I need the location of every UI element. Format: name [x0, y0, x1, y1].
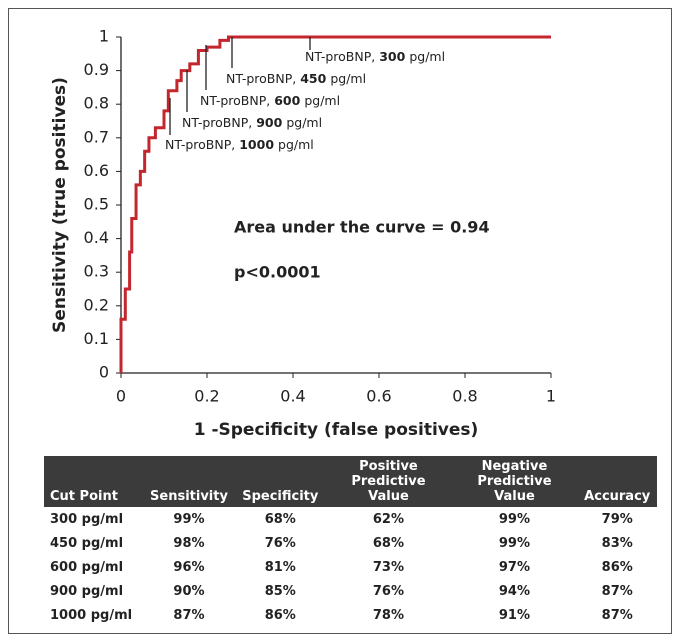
table-cell: 79%	[601, 511, 633, 527]
table-row: 600 pg/ml 96% 81% 73% 97% 86%	[44, 555, 657, 579]
y-tick-label: 0.9	[84, 60, 109, 79]
annotation: NT-proBNP, 1000 pg/ml	[165, 137, 314, 152]
x-tick-label: 0.6	[366, 387, 391, 406]
annotation-cutoff: 1000	[239, 137, 274, 152]
table-cell: 94%	[498, 583, 530, 599]
x-tick-label: 1	[546, 387, 556, 406]
x-tick-label: 0.8	[452, 387, 477, 406]
chart: 0 0.1 0.2 0.3 0.4 0.5 0.6 0.7 0.8 0.9 1 0 0.2 0.4 0.6 0…	[50, 27, 556, 441]
annotation-unit: pg/ml	[286, 115, 322, 130]
frame	[8, 8, 672, 634]
table-cell: 900 pg/ml	[50, 583, 124, 599]
annotation-unit: pg/ml	[330, 71, 366, 86]
roc-curve	[119, 35, 551, 373]
annotation-cutoff: 450	[300, 71, 326, 86]
table-cell: 76%	[264, 535, 296, 551]
y-tick-label: 0.8	[84, 94, 109, 113]
table-cell: 78%	[372, 607, 404, 623]
table-cell: 86%	[264, 607, 296, 623]
y-tick-label: 1	[99, 27, 109, 46]
data-table: Cut Point Sensitivity Specificity Positive …	[44, 456, 657, 627]
annotation-prefix: NT-proBNP,	[200, 93, 270, 108]
table-cell: 1000 pg/ml	[50, 607, 133, 623]
table-cell: 81%	[264, 559, 296, 575]
x-tick-label: 0	[116, 387, 126, 406]
table-cell: 87%	[601, 607, 633, 623]
table-cell: 68%	[264, 511, 296, 527]
table-cell: 76%	[372, 583, 404, 599]
annotation-unit: pg/ml	[304, 93, 340, 108]
table-cell: 99%	[498, 535, 530, 551]
y-tick-label: 0.5	[84, 195, 109, 214]
table-row: 1000 pg/ml 87% 86% 78% 91% 87%	[44, 603, 657, 627]
table-cell: 300 pg/ml	[50, 511, 124, 527]
table-row: 900 pg/ml 90% 85% 76% 94% 87%	[44, 579, 657, 603]
table-cell: 86%	[601, 559, 633, 575]
table-cell: 87%	[173, 607, 205, 623]
annotation-prefix: NT-proBNP,	[165, 137, 235, 152]
annotation-cutoff: 300	[379, 49, 405, 64]
y-tick-label: 0.1	[84, 329, 109, 348]
table-cell: 87%	[601, 583, 633, 599]
table-cell: 91%	[498, 607, 530, 623]
annotation-unit: pg/ml	[278, 137, 314, 152]
table-cell: 68%	[372, 535, 404, 551]
y-tick-label: 0.4	[84, 228, 109, 247]
table-cell: 98%	[173, 535, 205, 551]
annotation-cutoff: 900	[256, 115, 282, 130]
table-cell: 83%	[601, 535, 633, 551]
table-cell: 97%	[498, 559, 530, 575]
table-cell: 62%	[372, 511, 404, 527]
header-row: Cut Point Sensitivity Specificity Positive …	[44, 456, 657, 507]
annotation-unit: pg/ml	[409, 49, 445, 64]
table-cell: 90%	[173, 583, 205, 599]
x-tick-label: 0.2	[194, 387, 219, 406]
auc-note: Area under the curve = 0.94	[234, 218, 490, 237]
annotation: NT-proBNP, 600 pg/ml	[200, 93, 340, 108]
p-note: p<0.0001	[234, 263, 321, 282]
header-cell: Accuracy	[577, 456, 657, 507]
annotation-prefix: NT-proBNP,	[305, 49, 375, 64]
annotation: NT-proBNP, 300 pg/ml	[305, 49, 445, 64]
y-tick-label: 0.2	[84, 295, 109, 314]
table-cell: 73%	[372, 559, 404, 575]
annotation-cutoff: 600	[274, 93, 300, 108]
y-axis-label: Sensitivity (true positives)	[50, 77, 70, 333]
header-cell: Negative Predictive Value	[451, 456, 578, 507]
header-cell: Sensitivity	[142, 456, 236, 507]
table-cell: 96%	[173, 559, 205, 575]
y-tick-label: 0.7	[84, 127, 109, 146]
table-cell: 99%	[173, 511, 205, 527]
y-tick-label: 0.3	[84, 262, 109, 281]
header-cell: Cut Point	[44, 456, 143, 507]
table-row: 300 pg/ml 99% 68% 62% 99% 79%	[44, 507, 657, 531]
header-cell: Specificity	[235, 456, 326, 507]
table-row: 450 pg/ml 98% 76% 68% 99% 83%	[44, 531, 657, 555]
x-tick-label: 0.4	[280, 387, 305, 406]
table-cell: 600 pg/ml	[50, 559, 124, 575]
header-cell: Positive Predictive Value	[325, 456, 452, 507]
annotation: NT-proBNP, 450 pg/ml	[226, 71, 366, 86]
table-cell: 450 pg/ml	[50, 535, 124, 551]
table-cell: 85%	[264, 583, 296, 599]
x-axis-label: 1 -Specificity (false positives)	[194, 420, 479, 440]
annotation-prefix: NT-proBNP,	[182, 115, 252, 130]
y-tick-label: 0	[99, 363, 109, 382]
annotation-prefix: NT-proBNP,	[226, 71, 296, 86]
table-cell: 99%	[498, 511, 530, 527]
y-tick-label: 0.6	[84, 161, 109, 180]
annotation: NT-proBNP, 900 pg/ml	[182, 115, 322, 130]
